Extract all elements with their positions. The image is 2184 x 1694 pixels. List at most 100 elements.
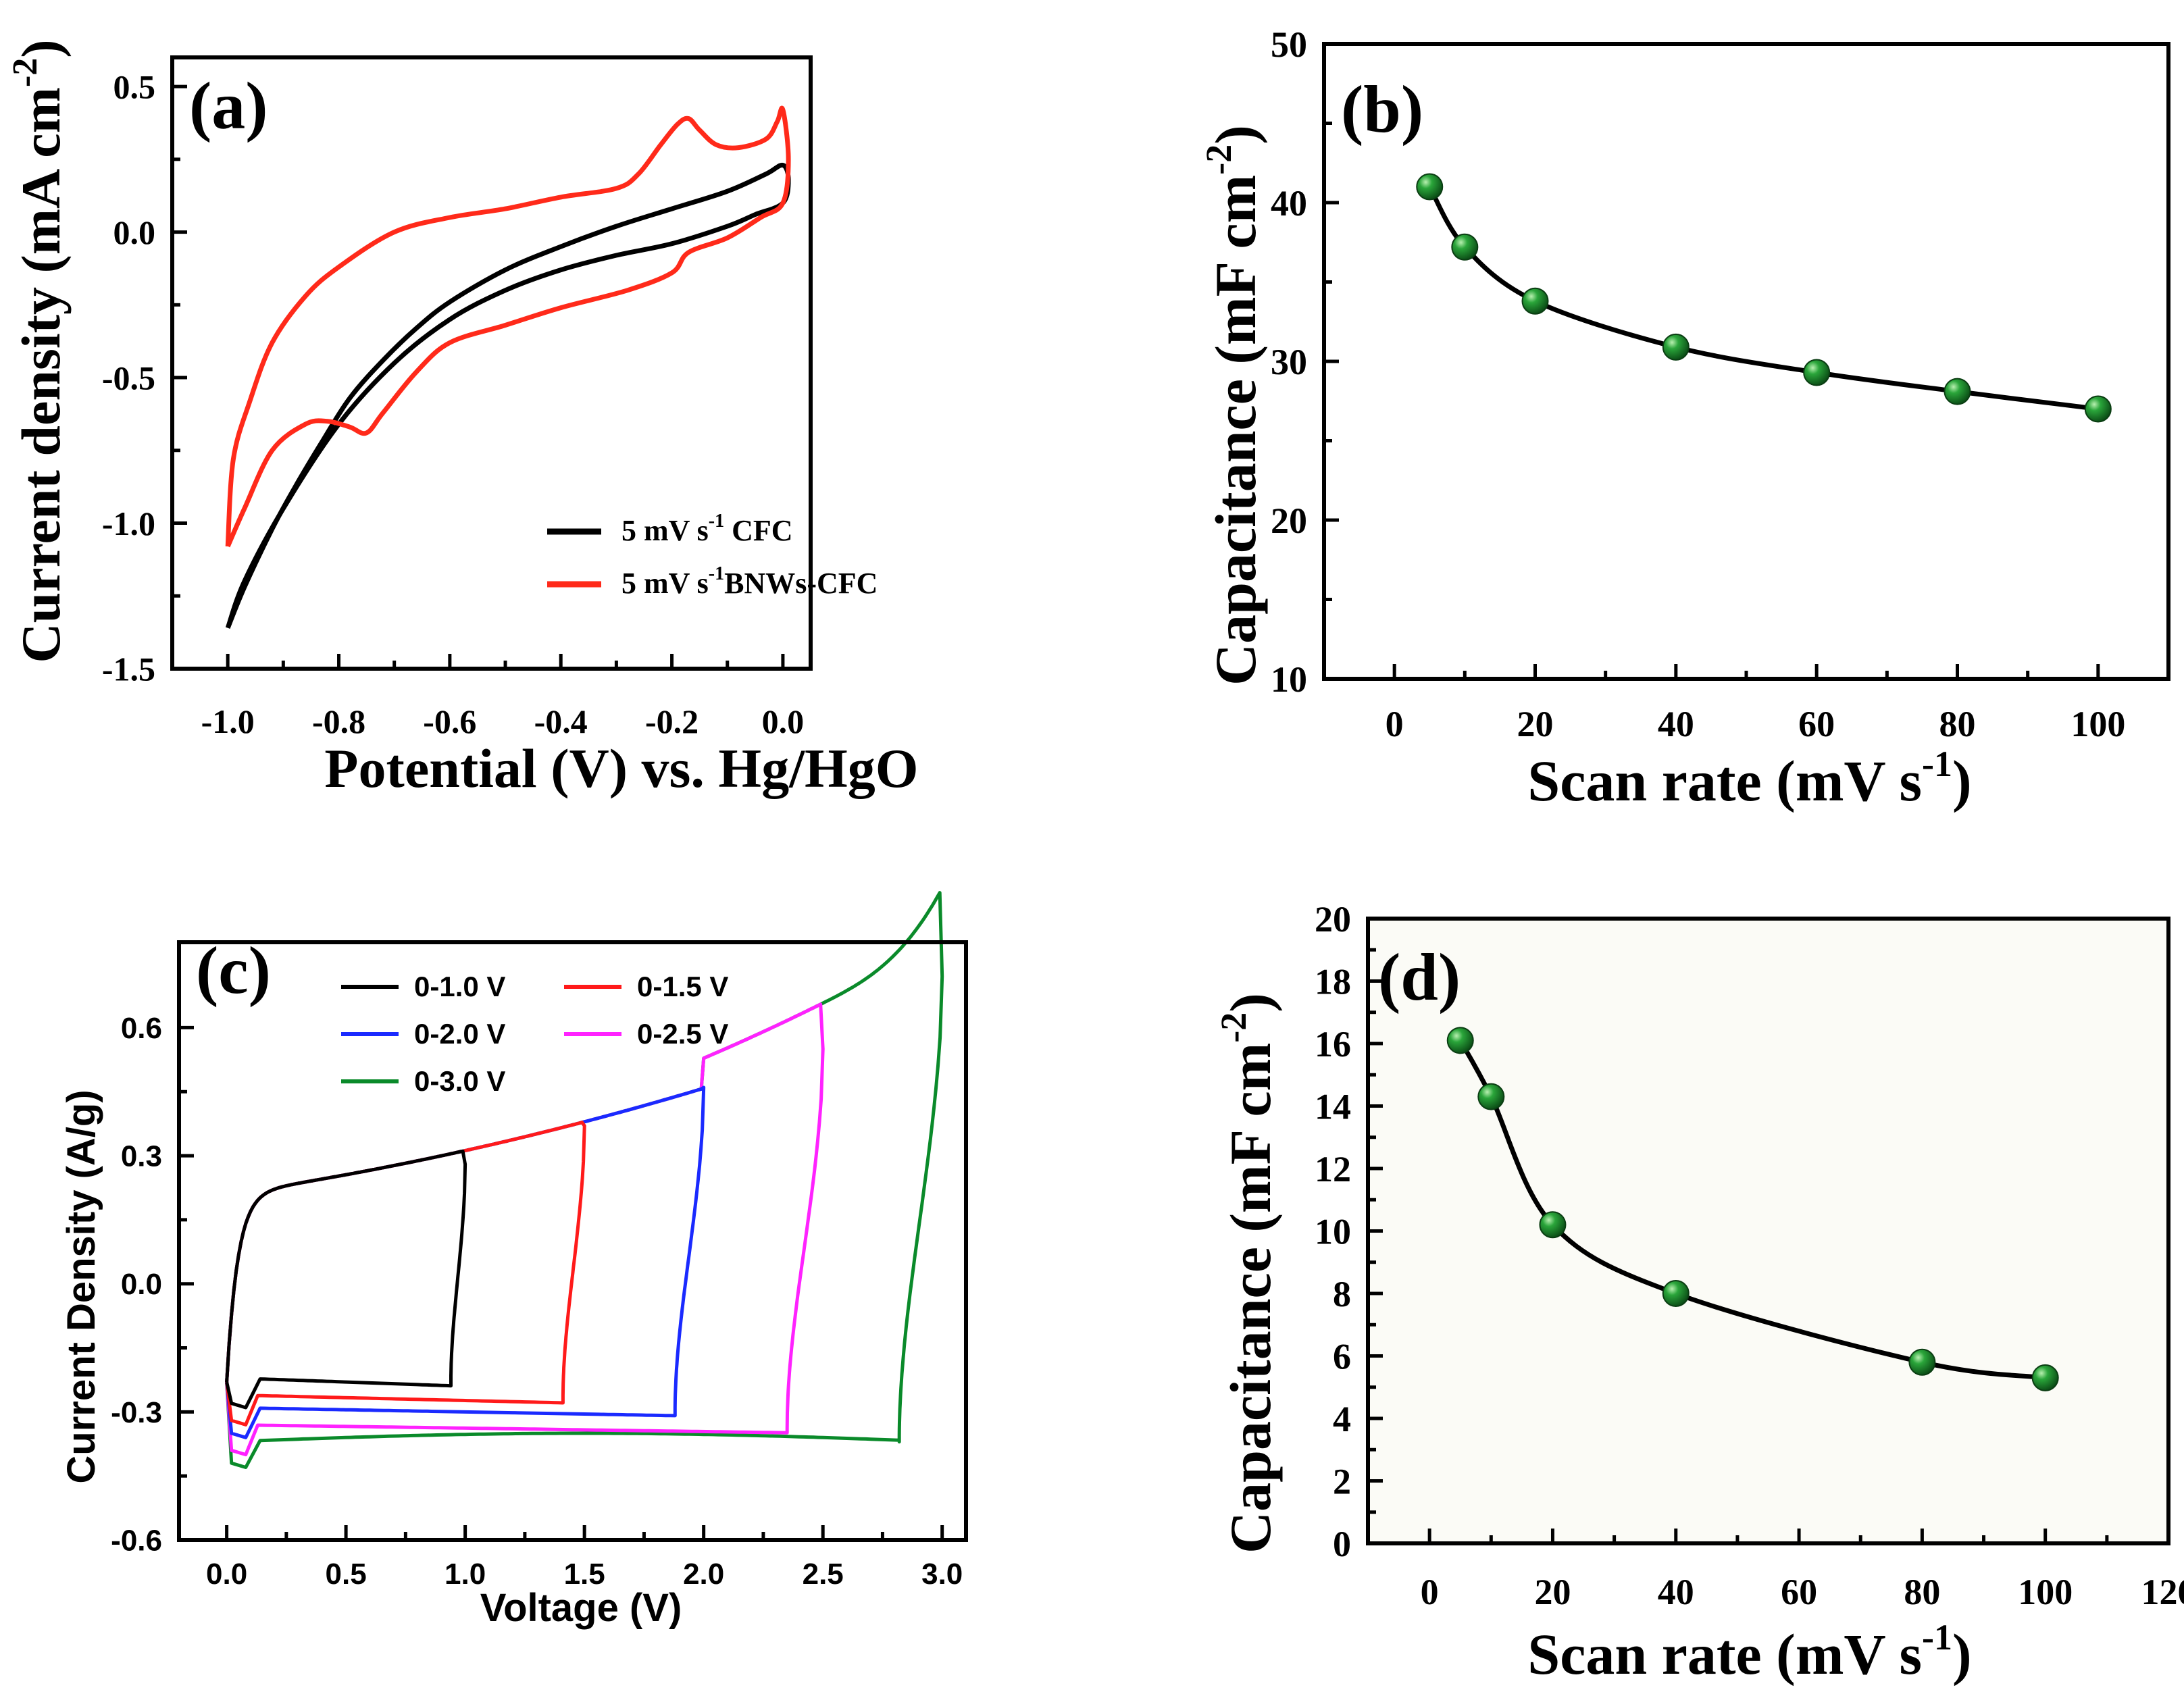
cv-curve-0-1-0-V [225,1149,467,1410]
panel-c-legend-label-2: 0-2.0 V [414,1018,505,1050]
panel-d-point-10 [1477,1083,1505,1110]
panel-c-xtick-label: 0.0 [206,1558,247,1591]
panel-c-legend: 0-1.0 V 0-1.5 V 0-2.0 V 0-2.5 V 0-3.0 V [341,971,728,1097]
panel-b-xtick-label: 100 [2071,704,2125,744]
panel-c: 0.0 0.5 1.0 1.5 2.0 2.5 3.0 -0.6 -0.3 0.0 0.3 0.6 (… [59,891,968,1630]
panel-b-point-80 [1944,378,1971,405]
panel-b-ytick-label: 30 [1271,342,1307,382]
panel-a-xlabel: Potential (V) vs. Hg/HgO [324,738,918,799]
panel-a-legend-label-cfc: 5 mV s-1 CFC [621,511,793,547]
panel-d-point-5 [1446,1027,1474,1054]
panel-c-legend-label-0: 0-1.0 V [414,971,505,1002]
panel-d-ytick-label: 16 [1315,1024,1351,1064]
cv-curve-cfc [225,162,791,630]
panel-b-point-5 [1416,173,1444,201]
panel-b-ylabel-sup: -2 [1198,145,1239,175]
legend-bnws-main: 5 mV s [621,567,709,600]
panel-b-frame [1322,42,2170,681]
panel-a-xtick-label: -0.2 [645,702,699,740]
panel-d-ytick-label: 10 [1315,1211,1351,1252]
panel-b-ytick-label: 20 [1271,500,1307,541]
panel-b-point-60 [1803,359,1831,386]
panel-a-ytick-label: 0.5 [113,68,156,106]
panel-b-ylabel: Capacitance (mF cm-2) [1198,125,1268,686]
panel-c-legend-label-3: 0-2.5 V [637,1018,728,1050]
panel-c-frame [177,940,968,1542]
panel-c-xtick-label: 3.0 [921,1558,963,1591]
panel-c-ylabel: Current Density (A/g) [59,1089,103,1483]
panel-b: 0 20 40 60 80 100 10 20 30 40 50 (b) Scan rate (mV… [1198,24,2170,813]
panel-a-legend: 5 mV s-1 CFC 5 mV s-1BNWs-CFC [547,511,878,600]
panel-a-xtick-label: -0.4 [534,702,588,740]
panel-c-xtick-label: 2.0 [683,1558,724,1591]
panel-a-xtick-label: -1.0 [201,702,255,740]
panel-c-label: (c) [196,933,271,1008]
panel-d-xtick-label: 0 [1421,1572,1439,1612]
panel-b-xtick-label: 80 [1939,704,1976,744]
panel-d-xlabel-main: Scan rate (mV s [1527,1622,1922,1687]
panel-a-ytick-label: -1.0 [102,505,155,542]
panel-b-xlabel-main: Scan rate (mV s [1527,748,1922,813]
panel-b-xlabel-sup: -1 [1922,744,1952,784]
panel-c-xtick-label: 2.5 [803,1558,844,1591]
panel-b-ytick-label: 10 [1271,659,1307,700]
legend-bnws-sup: -1 [709,563,724,584]
panel-c-ytick-label: 0.0 [121,1268,162,1301]
panel-a-ticks: -1.0 -0.8 -0.6 -0.4 -0.2 0.0 -1.5 -1.0 -0.5 0.0 0.… [102,68,804,740]
panel-b-point-100 [2084,395,2112,423]
panel-d-xtick-label: 100 [2018,1572,2073,1612]
panel-b-point-20 [1521,287,1549,315]
panel-b-xtick-label: 40 [1658,704,1694,744]
panel-a-ytick-label: 0.0 [113,213,156,251]
panel-b-ytick-label: 50 [1271,24,1307,65]
panel-a-ylabel-main: Current density (mA cm [10,87,72,663]
legend-cfc-rest: CFC [724,514,792,547]
panel-a-xtick-label: -0.8 [312,702,365,740]
panel-c-legend-label-1: 0-1.5 V [637,971,728,1002]
panel-d-xtick-label: 40 [1658,1572,1694,1612]
panel-b-ytick-label: 40 [1271,183,1307,224]
panel-d-xlabel-sup: -1 [1922,1617,1952,1658]
panel-b-ylabel-main: Capacitance (mF cm [1203,175,1268,686]
panel-a-ytick-label: -1.5 [102,650,155,688]
panel-d-xtick-label: 80 [1904,1572,1940,1612]
legend-cfc-main: 5 mV s [621,514,709,547]
panel-a-xtick-label: 0.0 [762,702,805,740]
panel-c-xtick-label: 0.5 [326,1558,367,1591]
panel-c-ytick-label: -0.6 [111,1524,162,1557]
panel-a-ylabel-sup: -2 [6,58,45,87]
panel-b-xlabel-end: ) [1952,748,1972,813]
panel-d-xtick-label: 60 [1781,1572,1817,1612]
panel-c-ticks: 0.0 0.5 1.0 1.5 2.0 2.5 3.0 -0.6 -0.3 0.0 0.3 0.6 [111,1012,963,1591]
panel-d-label: (d) [1378,940,1461,1015]
panel-d-ytick-label: 12 [1315,1149,1351,1189]
panel-c-legend-label-4: 0-3.0 V [414,1065,505,1097]
panel-b-xtick-label: 0 [1386,704,1404,744]
panel-d-ylabel-sup: -2 [1213,1012,1254,1043]
panel-d-ytick-label: 20 [1315,899,1351,940]
panel-b-xtick-label: 20 [1517,704,1554,744]
panel-d-ytick-label: 14 [1315,1086,1351,1127]
panel-c-series [225,891,944,1469]
legend-bnws-rest: BNWs-CFC [724,567,878,600]
panel-d-ytick-label: 8 [1333,1274,1351,1314]
panel-d-ytick-label: 6 [1333,1336,1351,1377]
panel-d-series [1446,1027,2059,1391]
panel-c-plot-area [179,942,966,1540]
panel-d-ylabel-end: ) [1218,993,1283,1012]
panel-c-xlabel: Voltage (V) [480,1586,682,1630]
panel-a: -1.0 -0.8 -0.6 -0.4 -0.2 0.0 -1.5 -1.0 -0.5 0.0 0.… [6,39,919,799]
panel-d-ytick-label: 2 [1333,1461,1351,1502]
panel-d-xlabel-end: ) [1952,1622,1972,1687]
panel-d-ylabel: Capacitance (mF cm-2) [1213,993,1283,1554]
panel-a-label: (a) [189,68,268,143]
panel-b-xtick-label: 60 [1798,704,1835,744]
panel-a-ylabel: Current density (mA cm-2) [6,39,72,663]
panel-b-xlabel: Scan rate (mV s-1) [1527,744,1971,813]
panel-a-ytick-label: -0.5 [102,359,155,397]
panel-a-frame [170,55,813,671]
panel-d-point-40 [1662,1280,1690,1307]
panel-b-point-10 [1451,233,1479,261]
cv-curve-bnws-cfc [225,105,791,548]
